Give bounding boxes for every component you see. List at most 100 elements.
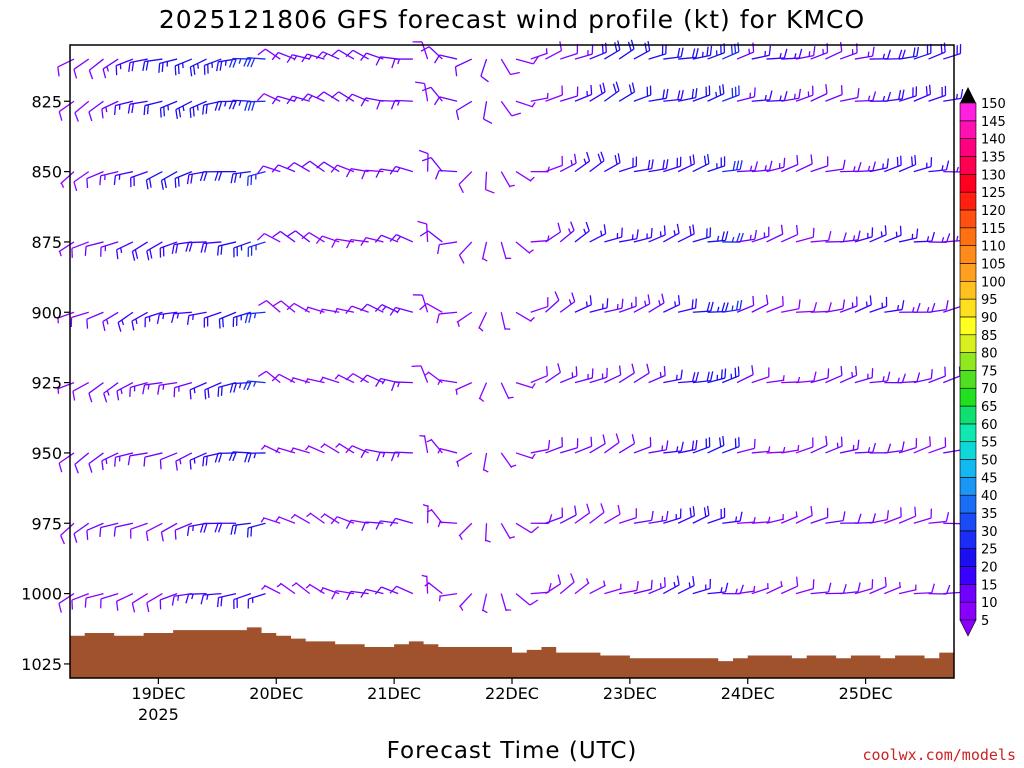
barb-flag: [375, 520, 381, 530]
barb-half-flag: [304, 306, 309, 312]
barb-flag: [813, 302, 818, 312]
barb-flag: [886, 371, 891, 382]
barb-flag: [103, 393, 108, 403]
barb-flag: [721, 302, 726, 312]
barb-flag: [842, 299, 846, 310]
barb-shaft: [307, 93, 325, 102]
barb-shaft: [707, 165, 725, 173]
barb-shaft: [72, 382, 90, 392]
barb-shaft: [515, 100, 534, 108]
colorbar-label: 20: [981, 561, 998, 576]
wind-barb: [60, 522, 75, 545]
barb-half-flag: [956, 235, 959, 242]
barb-flag: [615, 81, 620, 91]
wind-barb: [229, 381, 251, 393]
colorbar-swatch: [959, 352, 977, 371]
barb-shaft: [248, 592, 266, 600]
barb-shaft: [456, 311, 473, 323]
barb-shaft: [439, 169, 458, 173]
barb-flag: [736, 160, 740, 171]
barb-half-flag: [676, 446, 679, 452]
barb-flag: [721, 231, 725, 241]
wind-barb: [722, 160, 743, 173]
barb-shaft: [336, 238, 355, 243]
barb-half-flag: [941, 237, 945, 243]
barb-flag: [159, 459, 162, 470]
barb-flag: [248, 313, 252, 323]
barb-shaft: [618, 165, 637, 173]
barb-shaft: [130, 170, 148, 179]
wind-barb: [648, 366, 666, 384]
barb-flag: [149, 249, 153, 259]
wind-barb: [174, 58, 193, 76]
wind-barb: [663, 156, 682, 173]
wind-barb: [389, 306, 414, 316]
barb-flag: [945, 512, 950, 522]
wind-barb: [88, 100, 104, 122]
barb-half-flag: [782, 446, 786, 453]
wind-barb: [795, 371, 817, 384]
barb-shaft: [456, 452, 473, 463]
barb-flag: [454, 66, 458, 77]
wind-barb: [589, 580, 606, 595]
colorbar-swatch: [959, 566, 977, 585]
barb-shaft: [825, 374, 843, 384]
barb-half-flag: [509, 184, 515, 188]
barb-flag: [174, 530, 177, 540]
barb-flag: [546, 366, 548, 376]
barb-shaft: [943, 591, 962, 595]
wind-barb: [736, 438, 756, 454]
barb-shaft: [189, 452, 207, 461]
wind-barb: [330, 91, 355, 102]
barb-half-flag: [483, 469, 489, 473]
barb-shaft: [175, 452, 193, 462]
barb-half-flag: [570, 160, 573, 166]
x-tick-label: 20DEC: [249, 684, 303, 703]
barb-shaft: [336, 307, 355, 313]
colorbar-label: 45: [981, 471, 998, 486]
wind-barb: [100, 241, 119, 257]
barb-shaft: [663, 517, 681, 524]
wind-barb: [692, 505, 710, 524]
wind-barb: [360, 588, 384, 598]
wind-barb: [272, 300, 296, 313]
barb-shaft: [545, 299, 560, 313]
wind-barb: [707, 507, 726, 524]
barb-flag: [330, 516, 338, 525]
wind-barb: [795, 154, 813, 173]
barb-shaft: [351, 305, 369, 313]
barb-shaft: [604, 441, 620, 454]
barb-shaft: [560, 447, 578, 454]
barb-shaft: [160, 100, 178, 109]
barb-shaft: [780, 585, 798, 595]
colorbar-swatch: [959, 370, 977, 389]
wind-barb: [481, 593, 488, 614]
colorbar-top-arrow: [960, 87, 976, 103]
barb-shaft: [633, 49, 650, 60]
wind-barb: [825, 511, 846, 524]
barb-flag: [783, 157, 786, 168]
barb-flag: [825, 435, 828, 446]
barb-flag: [680, 441, 684, 452]
wind-barb: [869, 576, 887, 595]
wind-barb: [389, 585, 414, 595]
barb-flag: [88, 70, 94, 80]
barb-half-flag: [753, 517, 756, 523]
wind-barb: [618, 363, 635, 384]
barb-half-flag: [865, 301, 868, 307]
barb-shaft: [478, 382, 488, 400]
barb-flag: [243, 380, 249, 390]
wind-barb: [272, 230, 296, 243]
wind-barb: [633, 85, 652, 102]
barb-half-flag: [396, 308, 401, 314]
barb-shaft: [795, 236, 814, 243]
barb-flag: [677, 90, 681, 100]
barb-flag: [869, 295, 872, 305]
wind-barb: [707, 84, 725, 102]
wind-barb: [345, 305, 369, 314]
barb-shaft: [321, 587, 340, 595]
barb-flag: [286, 162, 295, 170]
barb-shaft: [500, 522, 511, 540]
wind-barb: [361, 521, 384, 532]
